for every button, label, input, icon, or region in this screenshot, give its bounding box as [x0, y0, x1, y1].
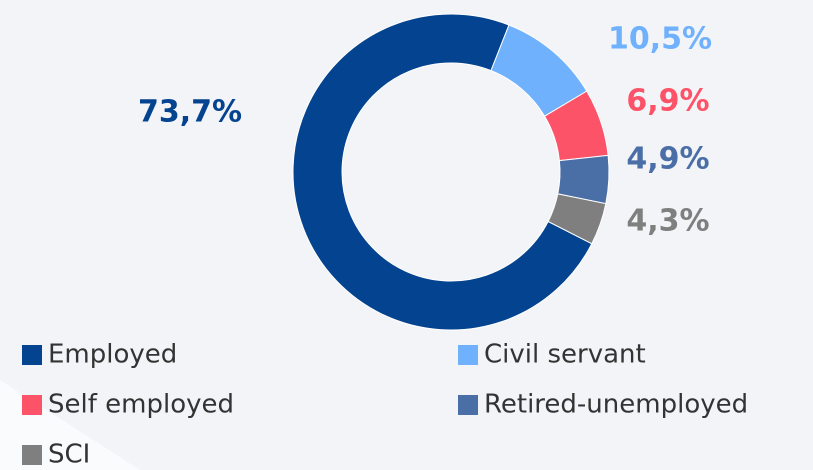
legend-swatch	[22, 445, 42, 465]
legend-swatch	[22, 345, 42, 365]
donut-slice	[292, 13, 593, 331]
legend-label: Employed	[48, 340, 177, 370]
donut-slice	[547, 193, 607, 245]
legend-label: Civil servant	[484, 340, 646, 370]
legend-swatch	[458, 345, 478, 365]
legend-label: Retired-unemployed	[484, 390, 748, 420]
value-label: 10,5%	[608, 22, 712, 57]
legend-swatch	[22, 395, 42, 415]
value-label: 73,7%	[138, 95, 242, 130]
value-label: 6,9%	[626, 84, 709, 119]
legend-label: Self employed	[48, 390, 234, 420]
legend-label: SCI	[48, 440, 90, 470]
value-label: 4,3%	[626, 204, 709, 239]
value-label: 4,9%	[626, 142, 709, 177]
legend-swatch	[458, 395, 478, 415]
